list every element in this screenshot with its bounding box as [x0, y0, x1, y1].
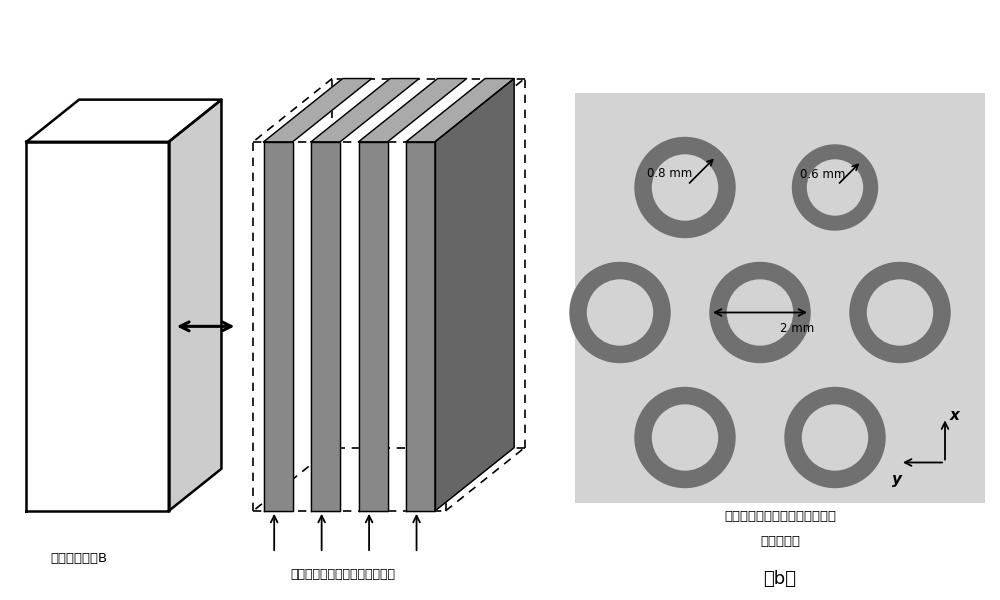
- Polygon shape: [359, 79, 467, 142]
- Polygon shape: [311, 79, 419, 142]
- Circle shape: [652, 405, 718, 470]
- Polygon shape: [264, 79, 372, 142]
- Text: x: x: [950, 407, 960, 422]
- Text: y: y: [893, 472, 902, 487]
- Circle shape: [868, 280, 932, 345]
- Bar: [575, 92, 985, 502]
- Text: （b）: （b）: [764, 570, 796, 588]
- Circle shape: [652, 155, 718, 220]
- Polygon shape: [311, 142, 340, 511]
- Polygon shape: [406, 79, 514, 142]
- Polygon shape: [26, 100, 221, 142]
- Polygon shape: [26, 142, 169, 511]
- Polygon shape: [359, 142, 388, 511]
- Text: 正面示意图: 正面示意图: [760, 535, 800, 548]
- Text: 0.6 mm: 0.6 mm: [800, 169, 845, 181]
- Polygon shape: [435, 79, 514, 511]
- Polygon shape: [406, 142, 435, 511]
- Circle shape: [635, 137, 735, 238]
- Text: 金属环周期排列够成的片状结构: 金属环周期排列够成的片状结构: [724, 510, 836, 523]
- Circle shape: [808, 160, 862, 215]
- Circle shape: [570, 263, 670, 362]
- Circle shape: [728, 280, 792, 345]
- Circle shape: [850, 263, 950, 362]
- Circle shape: [802, 405, 868, 470]
- Polygon shape: [264, 142, 293, 511]
- Polygon shape: [169, 100, 221, 511]
- Circle shape: [635, 388, 735, 487]
- Text: 2 mm: 2 mm: [780, 322, 814, 335]
- Circle shape: [785, 388, 885, 487]
- Circle shape: [588, 280, 652, 345]
- Text: 金属环周期排列构成的片状结构: 金属环周期排列构成的片状结构: [290, 568, 395, 581]
- Circle shape: [710, 263, 810, 362]
- Text: 等效电磁媒质B: 等效电磁媒质B: [51, 552, 108, 565]
- Text: 0.8 mm: 0.8 mm: [647, 167, 693, 180]
- Circle shape: [792, 145, 878, 230]
